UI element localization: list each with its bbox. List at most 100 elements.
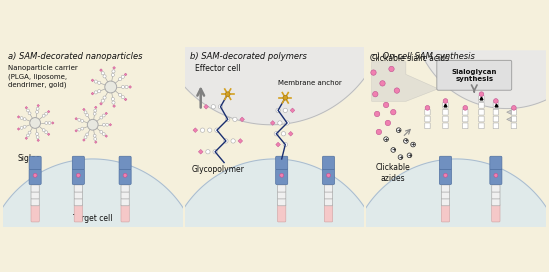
Polygon shape [204,104,209,109]
FancyBboxPatch shape [439,156,451,169]
FancyBboxPatch shape [74,185,82,192]
Circle shape [103,75,106,78]
FancyBboxPatch shape [479,109,484,115]
FancyBboxPatch shape [74,199,82,206]
Circle shape [390,109,396,115]
Circle shape [494,99,498,103]
Polygon shape [18,116,20,118]
Circle shape [233,117,237,122]
Polygon shape [47,133,50,135]
FancyBboxPatch shape [29,169,41,184]
FancyBboxPatch shape [31,199,40,206]
Circle shape [103,96,106,99]
Circle shape [26,109,30,112]
FancyBboxPatch shape [490,169,502,184]
Polygon shape [25,106,27,109]
Polygon shape [91,92,94,95]
FancyBboxPatch shape [492,199,500,206]
Text: +: + [398,155,403,160]
FancyBboxPatch shape [278,185,286,192]
Circle shape [20,126,23,129]
Circle shape [44,131,48,134]
Circle shape [121,75,125,78]
Circle shape [100,131,103,133]
Circle shape [391,148,396,152]
FancyBboxPatch shape [276,169,288,184]
Circle shape [87,119,98,130]
Polygon shape [75,118,77,120]
FancyBboxPatch shape [278,199,286,206]
Circle shape [81,119,83,122]
Polygon shape [170,159,379,239]
Polygon shape [352,159,549,239]
Circle shape [48,122,51,124]
Polygon shape [290,108,295,113]
FancyBboxPatch shape [121,199,129,206]
Circle shape [125,85,128,89]
Circle shape [376,129,382,135]
Circle shape [123,173,127,177]
FancyBboxPatch shape [492,192,500,199]
Circle shape [106,123,109,126]
Polygon shape [193,128,198,132]
Circle shape [42,129,45,132]
Polygon shape [37,104,40,107]
Circle shape [102,132,105,135]
Circle shape [213,150,217,154]
FancyBboxPatch shape [441,185,450,192]
Circle shape [512,106,516,110]
FancyBboxPatch shape [493,109,498,115]
FancyBboxPatch shape [439,169,451,184]
Circle shape [84,111,87,114]
Polygon shape [124,73,127,76]
Circle shape [200,128,205,132]
Circle shape [98,81,101,84]
Circle shape [94,91,97,94]
Text: +: + [411,142,416,147]
FancyBboxPatch shape [493,103,498,108]
Circle shape [278,121,282,125]
Text: Effector cell: Effector cell [195,64,241,73]
Circle shape [98,89,101,93]
Polygon shape [105,112,108,115]
FancyBboxPatch shape [324,185,333,192]
Polygon shape [91,79,94,82]
FancyBboxPatch shape [511,116,517,122]
FancyBboxPatch shape [72,156,85,169]
FancyBboxPatch shape [425,123,430,129]
Circle shape [398,155,403,159]
Circle shape [94,80,97,83]
FancyBboxPatch shape [278,204,286,222]
FancyBboxPatch shape [121,192,129,199]
Circle shape [283,143,288,147]
Circle shape [93,134,96,137]
Circle shape [26,134,30,137]
Circle shape [280,173,284,177]
FancyBboxPatch shape [511,123,517,129]
Text: Membrane anchor: Membrane anchor [278,80,342,86]
Polygon shape [52,122,54,124]
Circle shape [226,117,230,122]
FancyBboxPatch shape [443,123,448,129]
Circle shape [274,132,278,136]
Polygon shape [94,106,97,109]
Polygon shape [99,69,103,72]
Polygon shape [83,108,85,111]
Circle shape [389,66,394,72]
FancyBboxPatch shape [425,116,430,122]
Polygon shape [507,117,511,122]
Polygon shape [99,102,103,105]
Circle shape [394,88,400,93]
FancyBboxPatch shape [324,199,333,206]
FancyBboxPatch shape [31,204,40,222]
Circle shape [105,81,117,93]
Polygon shape [0,159,197,239]
FancyBboxPatch shape [121,185,129,192]
Text: Nanoparticle carrier
(PLGA, liposome,
dendrimer, gold): Nanoparticle carrier (PLGA, liposome, de… [8,65,78,88]
Circle shape [121,95,125,99]
Circle shape [81,127,83,130]
Circle shape [384,137,389,141]
FancyBboxPatch shape [29,156,41,169]
Text: +: + [404,138,408,143]
FancyBboxPatch shape [437,60,512,90]
